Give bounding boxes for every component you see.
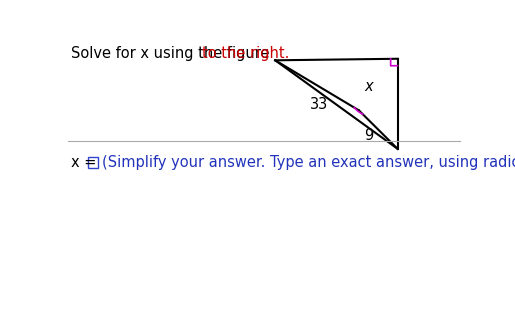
FancyBboxPatch shape — [88, 157, 98, 168]
Text: x: x — [365, 79, 373, 94]
Text: (Simplify your answer. Type an exact answer, using radicals as needed.): (Simplify your answer. Type an exact ans… — [101, 155, 515, 170]
Text: x =: x = — [71, 155, 96, 170]
Text: 9: 9 — [364, 128, 373, 143]
Text: 33: 33 — [310, 97, 329, 112]
Text: Solve for x using the figure: Solve for x using the figure — [71, 46, 273, 61]
Text: to the right.: to the right. — [202, 46, 289, 61]
